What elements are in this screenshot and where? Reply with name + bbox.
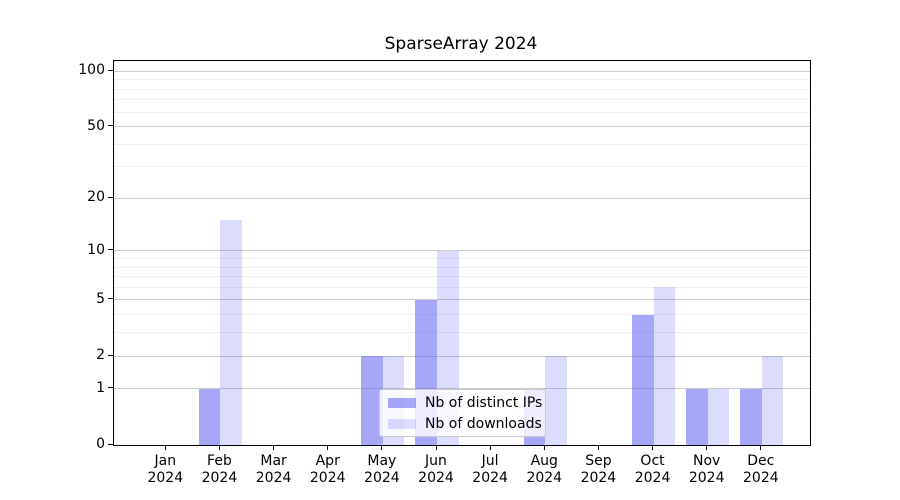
legend-entry-distinct-ips: Nb of distinct IPs xyxy=(388,395,542,411)
gridline-minor xyxy=(114,143,810,145)
x-tick-mark xyxy=(760,445,762,450)
legend-label-downloads: Nb of downloads xyxy=(425,415,542,432)
x-tick-label: Jul 2024 xyxy=(472,453,508,486)
gridline-major xyxy=(114,70,810,72)
y-tick-mark xyxy=(108,125,113,127)
chart-title: SparseArray 2024 xyxy=(384,34,538,54)
gridline-minor xyxy=(114,166,810,168)
x-tick-mark xyxy=(597,445,599,450)
y-tick-label: 20 xyxy=(87,189,105,206)
x-tick-label: Dec 2024 xyxy=(743,453,779,486)
y-tick-mark xyxy=(108,249,113,251)
x-tick-mark xyxy=(327,445,329,450)
x-tick-mark xyxy=(381,445,383,450)
x-tick-mark xyxy=(164,445,166,450)
gridline-minor xyxy=(114,79,810,81)
gridline-minor xyxy=(114,332,810,334)
x-tick-mark xyxy=(652,445,654,450)
gridline-minor xyxy=(114,99,810,101)
x-tick-label: Apr 2024 xyxy=(309,453,346,486)
gridline-minor xyxy=(114,88,810,90)
x-tick-mark xyxy=(273,445,275,450)
x-tick-label: May 2024 xyxy=(364,453,400,486)
bar-nb-of-downloads xyxy=(545,356,567,445)
x-tick-label: Sep 2024 xyxy=(580,453,617,486)
legend-entry-downloads: Nb of downloads xyxy=(388,416,542,432)
y-tick-label: 50 xyxy=(87,117,105,134)
gridline-minor xyxy=(114,286,810,288)
gridline-minor xyxy=(114,266,810,268)
gridline-minor xyxy=(114,111,810,113)
x-tick-label: Feb 2024 xyxy=(201,453,238,486)
x-tick-label: Jun 2024 xyxy=(418,453,454,486)
x-tick-label: Aug 2024 xyxy=(526,453,563,486)
gridline-major xyxy=(114,126,810,128)
plot-area: Nb of distinct IPs Nb of downloads xyxy=(113,60,811,446)
bar-nb-of-downloads xyxy=(220,220,243,445)
bar-nb-of-distinct-ips xyxy=(631,314,654,445)
y-tick-mark xyxy=(108,298,113,300)
y-tick-mark xyxy=(108,196,113,198)
y-tick-label: 0 xyxy=(96,436,105,452)
x-tick-label: Oct 2024 xyxy=(634,453,671,486)
legend-swatch-downloads-icon xyxy=(388,418,416,429)
legend: Nb of distinct IPs Nb of downloads xyxy=(379,389,546,437)
x-tick-label: Nov 2024 xyxy=(688,453,725,486)
y-tick-label: 2 xyxy=(96,347,105,363)
x-tick-mark xyxy=(218,445,220,450)
y-tick-mark xyxy=(108,443,113,445)
y-tick-mark xyxy=(108,354,113,356)
bar-nb-of-distinct-ips xyxy=(686,388,708,445)
y-tick-label: 5 xyxy=(96,290,105,307)
y-tick-label: 100 xyxy=(78,62,105,79)
gridline-major xyxy=(114,250,810,252)
bar-nb-of-downloads xyxy=(653,287,676,445)
gridline-major xyxy=(114,388,810,390)
bar-nb-of-downloads xyxy=(707,388,730,445)
gridline-major xyxy=(114,355,810,357)
x-tick-label: Jan 2024 xyxy=(147,453,184,486)
y-tick-mark xyxy=(108,387,113,389)
bar-nb-of-distinct-ips xyxy=(740,388,762,445)
gridline-major xyxy=(114,299,810,301)
x-tick-mark xyxy=(706,445,708,450)
bar-nb-of-distinct-ips xyxy=(361,356,383,445)
y-tick-mark xyxy=(108,69,113,71)
x-tick-label: Mar 2024 xyxy=(255,453,292,486)
gridline-minor xyxy=(114,314,810,316)
bar-nb-of-downloads xyxy=(761,356,784,445)
y-tick-label: 10 xyxy=(87,241,105,258)
legend-label-distinct-ips: Nb of distinct IPs xyxy=(425,394,543,411)
gridline-minor xyxy=(114,258,810,259)
legend-swatch-distinct-ips-icon xyxy=(388,397,416,408)
x-tick-mark xyxy=(435,445,437,450)
x-tick-mark xyxy=(489,445,491,450)
x-tick-mark xyxy=(543,445,545,450)
gridline-minor xyxy=(114,276,810,278)
y-tick-label: 1 xyxy=(96,379,105,396)
gridline-major xyxy=(114,197,810,199)
bar-nb-of-distinct-ips xyxy=(198,388,221,445)
